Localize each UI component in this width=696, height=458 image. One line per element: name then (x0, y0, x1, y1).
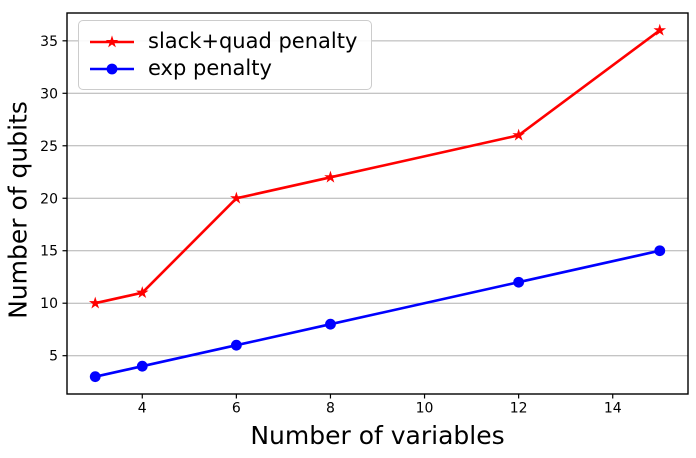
svg-text:15: 15 (40, 244, 58, 260)
legend-label-slack-quad-penalty: slack+quad penalty (148, 29, 358, 53)
svg-text:30: 30 (40, 86, 58, 102)
svg-text:10: 10 (416, 401, 434, 417)
legend-label-exp-penalty: exp penalty (148, 56, 272, 80)
svg-text:4: 4 (138, 401, 147, 417)
legend: slack+quad penalty exp penalty (78, 20, 373, 90)
svg-text:14: 14 (604, 401, 622, 417)
blue-circle-line-icon (90, 63, 134, 74)
svg-text:8: 8 (326, 401, 335, 417)
y-axis-label: Number of qubits (3, 101, 33, 319)
x-axis-label: Number of variables (250, 421, 505, 450)
svg-text:6: 6 (232, 401, 241, 417)
red-star-line-icon (90, 34, 134, 47)
svg-text:5: 5 (49, 349, 58, 365)
legend-item-slack-quad-penalty: slack+quad penalty (88, 28, 357, 55)
legend-item-exp-penalty: exp penalty (88, 55, 357, 82)
svg-text:12: 12 (510, 401, 528, 417)
svg-text:25: 25 (40, 139, 58, 155)
svg-text:10: 10 (40, 296, 58, 312)
svg-text:20: 20 (40, 191, 58, 207)
svg-text:35: 35 (40, 34, 58, 50)
